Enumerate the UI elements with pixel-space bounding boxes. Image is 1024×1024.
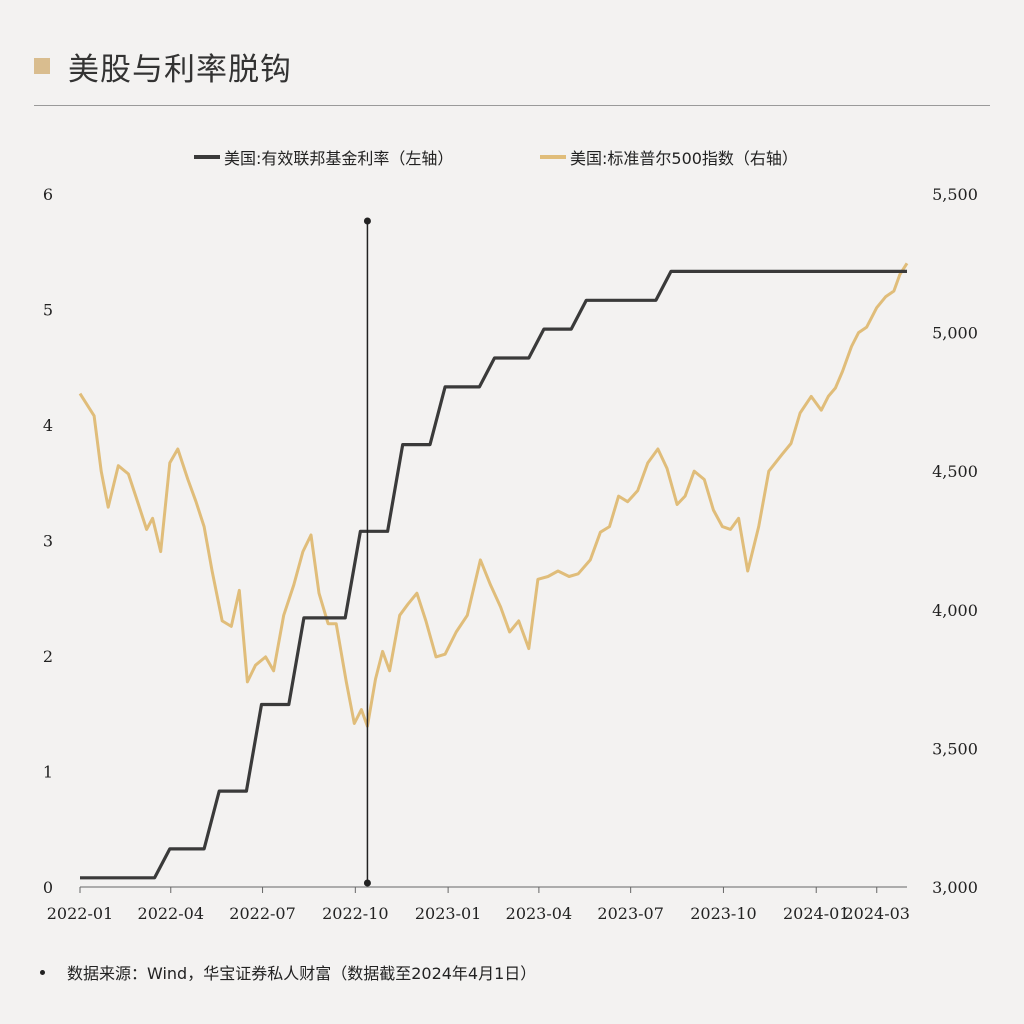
series-line-fed-rate (80, 269, 907, 880)
title-marker (34, 58, 50, 74)
x-tick-label: 2024-01 (783, 904, 849, 923)
page-title: 美股与利率脱钩 (68, 51, 292, 88)
y-right-tick-label: 3,000 (932, 878, 978, 897)
x-tick-label: 2022-07 (229, 904, 295, 923)
y-left-tick-label: 5 (43, 301, 53, 320)
x-tick-label: 2024-03 (844, 904, 910, 923)
x-tick-label: 2022-01 (47, 904, 113, 923)
y-left-tick-label: 1 (43, 763, 53, 782)
y-left-tick-label: 4 (43, 416, 53, 435)
y-left-tick-label: 0 (43, 878, 53, 897)
source-note: 数据来源：Wind，华宝证券私人财富（数据截至2024年4月1日） (40, 960, 536, 984)
title-bar: 美股与利率脱钩 (34, 40, 292, 92)
chart-legend: 美国:有效联邦基金利率（左轴） 美国:标准普尔500指数（右轴） (0, 145, 1024, 171)
legend-swatch-spx (540, 155, 566, 159)
series-line-spx (78, 262, 909, 728)
legend-item-spx: 美国:标准普尔500指数（右轴） (540, 145, 798, 169)
x-tick-label: 2022-10 (322, 904, 388, 923)
legend-label-fed-rate: 美国:有效联邦基金利率（左轴） (224, 149, 454, 168)
x-tick-label: 2023-01 (415, 904, 481, 923)
x-tick-label: 2023-10 (690, 904, 756, 923)
y-right-tick-label: 5,500 (932, 185, 978, 204)
legend-item-fed-rate: 美国:有效联邦基金利率（左轴） (194, 145, 453, 169)
y-left-tick-label: 6 (43, 185, 53, 204)
title-divider (34, 105, 990, 106)
source-text: 数据来源：Wind，华宝证券私人财富（数据截至2024年4月1日） (67, 964, 537, 983)
x-tick-label: 2022-04 (138, 904, 204, 923)
x-tick-label: 2023-07 (597, 904, 663, 923)
annotation-endpoint-top (363, 217, 371, 225)
legend-label-spx: 美国:标准普尔500指数（右轴） (570, 149, 798, 168)
y-right-tick-label: 4,000 (932, 601, 978, 620)
y-right-tick-label: 3,500 (932, 739, 978, 758)
x-tick-label: 2023-04 (506, 904, 572, 923)
y-left-tick-label: 3 (43, 532, 53, 551)
bullet-icon (40, 969, 45, 975)
y-right-tick-label: 5,000 (932, 324, 978, 343)
legend-swatch-fed-rate (194, 155, 220, 159)
y-right-tick-label: 4,500 (932, 462, 978, 481)
y-left-tick-label: 2 (43, 647, 53, 666)
annotation-endpoint-bottom (363, 879, 371, 887)
